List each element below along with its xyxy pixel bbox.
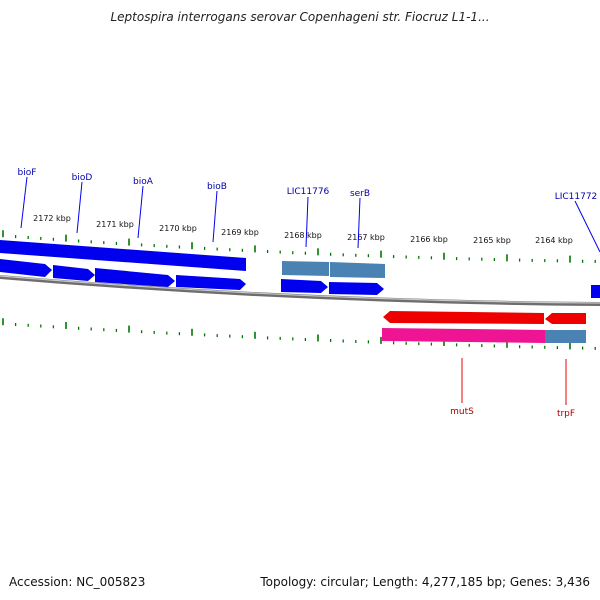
- scale-label-2167: 2167 kbp: [347, 233, 385, 242]
- genome-backbone: [0, 275, 600, 306]
- scale-label-2172: 2172 kbp: [33, 214, 71, 223]
- gene-label-biod[interactable]: bioD: [72, 173, 93, 183]
- gene-label-biof[interactable]: bioF: [18, 168, 37, 178]
- forward-gene-leaders: [20, 176, 600, 253]
- scale-label-2164: 2164 kbp: [535, 236, 573, 245]
- cds-arrow-muts[interactable]: [383, 311, 544, 324]
- gene-label-lic11772[interactable]: LIC11772: [555, 192, 598, 202]
- cds-arrow-biof[interactable]: [0, 259, 52, 277]
- gene-bar-trpf[interactable]: [545, 330, 586, 343]
- genome-stats-label: Topology: circular; Length: 4,277,185 bp…: [260, 575, 590, 589]
- scale-label-2165: 2165 kbp: [473, 236, 511, 245]
- inner-scale-ticks: [2, 318, 596, 350]
- cds-arrow-lic11772[interactable]: [591, 285, 600, 298]
- cds-arrow-bioa[interactable]: [95, 268, 175, 287]
- reverse-gene-leaders: [461, 358, 567, 405]
- scale-label-2171: 2171 kbp: [96, 220, 134, 229]
- gene-label-trpf[interactable]: trpF: [557, 409, 575, 419]
- cds-arrow-serb[interactable]: [329, 282, 384, 295]
- gene-label-lic11776[interactable]: LIC11776: [287, 187, 330, 197]
- scale-label-2170: 2170 kbp: [159, 224, 197, 233]
- gene-label-bioa[interactable]: bioA: [133, 177, 154, 187]
- cds-arrow-biob[interactable]: [176, 275, 246, 290]
- gene-label-biob[interactable]: bioB: [207, 182, 227, 192]
- scale-label-2169: 2169 kbp: [221, 228, 259, 237]
- cds-arrow-lic11776[interactable]: [281, 279, 328, 293]
- gene-bar-muts[interactable]: [382, 328, 545, 343]
- scale-label-2168: 2168 kbp: [284, 231, 322, 240]
- genome-backbone-highlight: [0, 275, 600, 304]
- accession-label: Accession: NC_005823: [9, 575, 146, 589]
- gene-label-serb[interactable]: serB: [350, 189, 370, 199]
- cds-arrow-trpf[interactable]: [545, 313, 586, 324]
- gene-bar-serb[interactable]: [330, 262, 385, 278]
- gene-label-muts[interactable]: mutS: [450, 407, 474, 417]
- gene-bar-bio-cluster[interactable]: [0, 240, 246, 271]
- outer-scale-ticks: [2, 230, 596, 263]
- gene-bar-lic11776[interactable]: [282, 261, 329, 276]
- scale-label-2166: 2166 kbp: [410, 235, 448, 244]
- cds-arrow-biod[interactable]: [53, 265, 95, 281]
- genome-title: Leptospira interrogans serovar Copenhage…: [110, 10, 490, 24]
